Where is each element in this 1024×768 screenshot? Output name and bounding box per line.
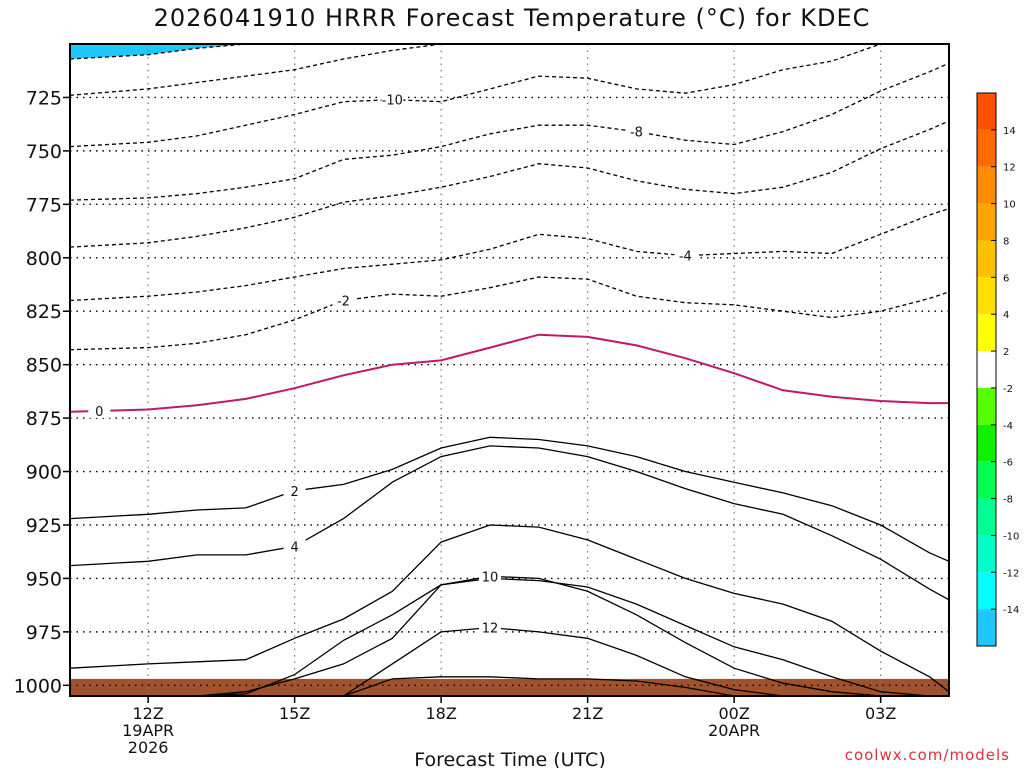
contour-line--2 [69, 276, 950, 351]
contour-fill-layer [70, 44, 949, 696]
y-tick-label-750: 750 [26, 141, 62, 163]
contour-label-bg-0 [88, 402, 111, 418]
colorbar-swatch-6 [977, 277, 996, 315]
colorbar-swatch--6 [977, 461, 996, 499]
contour-line--8 [69, 62, 950, 201]
x-tick-date-12Z: 19APR [122, 721, 174, 740]
contour-label-0: 0 [95, 405, 103, 420]
colorbar-tick-label-12: 12 [1003, 163, 1016, 174]
contour-label-bg--4 [674, 247, 697, 263]
contour-label-10: 10 [482, 570, 499, 585]
x-axis-label: Forecast Time (UTC) [414, 749, 605, 768]
colorbar-tick-label--2: -2 [1003, 384, 1013, 395]
contour-label-bg-4 [283, 538, 306, 554]
contour-line--6 [69, 120, 950, 248]
y-tick-label-1000: 1000 [14, 675, 62, 697]
colorbar-swatch-16 [977, 93, 996, 130]
colorbar-tick-label--4: -4 [1003, 421, 1013, 432]
contour-line--4 [69, 207, 950, 302]
contour-label-bg-2 [283, 482, 306, 498]
colorbar-swatch--8 [977, 498, 996, 536]
y-tick-label-800: 800 [26, 248, 62, 270]
contour-line--10 [69, 43, 949, 148]
y-tick-label-725: 725 [26, 87, 62, 109]
contour-line-0 [69, 333, 949, 413]
x-tick-label-21Z: 21Z [572, 704, 603, 723]
colorbar-swatch--10 [977, 535, 996, 573]
colorbar-swatch-10 [977, 203, 996, 241]
colorbar-swatch--14 [977, 609, 996, 646]
y-axis: 725 750 775 800 825 850 875 900 925 950 975 1000 [14, 87, 70, 697]
colorbar-frame [976, 92, 997, 647]
colorbar-tick-label-8: 8 [1003, 236, 1009, 247]
x-tick-label-03Z: 03Z [865, 704, 896, 723]
contour-line-4 [69, 445, 950, 601]
contour-label-bg-10 [478, 568, 501, 584]
contour-band-12 [70, 627, 949, 696]
contour-label-bg-12 [478, 619, 501, 635]
contour-label-12: 12 [482, 622, 499, 637]
colorbar-swatch-4 [977, 314, 996, 352]
colorbar-tick-label--12: -12 [1003, 568, 1019, 579]
colorbar-tick-label--14: -14 [1003, 605, 1019, 616]
chart-title: 2026041910 HRRR Forecast Temperature (°C… [153, 4, 871, 32]
y-tick-label-925: 925 [26, 515, 62, 537]
colorbar-tick-label-10: 10 [1003, 200, 1016, 211]
contour-label-4: 4 [290, 540, 298, 555]
plot-frame [69, 43, 950, 697]
y-tick-label-950: 950 [26, 568, 62, 590]
y-tick-label-850: 850 [26, 355, 62, 377]
colorbar-swatch--2 [977, 387, 996, 425]
contour-label-layer: 12 10 4 2 0 -2 -4 -8 -10 [88, 91, 697, 637]
x-tick-label-18Z: 18Z [425, 704, 456, 723]
ground-layer [70, 678, 949, 696]
colorbar-tick-label-6: 6 [1003, 273, 1009, 284]
colorbar-swatch-2 [977, 351, 996, 388]
y-tick-label-775: 775 [26, 194, 62, 216]
colorbar-swatch-12 [977, 166, 996, 204]
y-tick-label-875: 875 [26, 408, 62, 430]
contour-line-10 [70, 575, 949, 697]
y-tick-label-900: 900 [26, 462, 62, 484]
y-tick-label-975: 975 [26, 622, 62, 644]
contour-label--10: -10 [382, 94, 403, 109]
contour-line-8 [70, 577, 949, 697]
ground-surface [70, 678, 949, 696]
colorbar-tick-label--10: -10 [1003, 531, 1019, 542]
contour-label-bg--2 [332, 292, 355, 308]
colorbar-tick-label--6: -6 [1003, 458, 1013, 469]
y-tick-label-825: 825 [26, 301, 62, 323]
contour-line-6 [69, 524, 950, 693]
colorbar-tick-label-4: 4 [1003, 310, 1009, 321]
x-tick-label-15Z: 15Z [279, 704, 310, 723]
contour-label--8: -8 [630, 126, 643, 141]
x-tick-date-00Z: 20APR [708, 721, 760, 740]
colorbar-swatch--4 [977, 424, 996, 462]
contour-label--2: -2 [337, 295, 350, 310]
x-tick-year-12Z: 2026 [128, 738, 169, 757]
colorbar: 14 12 10 8 6 4 2 -2 -4 -6 -8 -10 -12 -14 [976, 92, 1019, 647]
contour-label-bg--10 [381, 91, 404, 107]
colorbar-tick-label--8: -8 [1003, 495, 1013, 506]
credit-link[interactable]: coolwx.com/models [844, 746, 1010, 764]
colorbar-tick-label-14: 14 [1003, 126, 1016, 137]
contour-label-2: 2 [290, 485, 298, 500]
colorbar-swatch--12 [977, 572, 996, 610]
contour-label--4: -4 [679, 250, 692, 265]
colorbar-tick-label-2: 2 [1003, 347, 1009, 358]
x-tick-label-00Z: 00Z [718, 704, 749, 723]
colorbar-swatch-8 [977, 240, 996, 278]
colorbar-swatch-14 [977, 129, 996, 167]
x-tick-label-12Z: 12Z [132, 704, 163, 723]
grid-layer [70, 44, 949, 696]
contour-label-bg--8 [625, 123, 648, 139]
contour-line-2 [69, 436, 950, 562]
